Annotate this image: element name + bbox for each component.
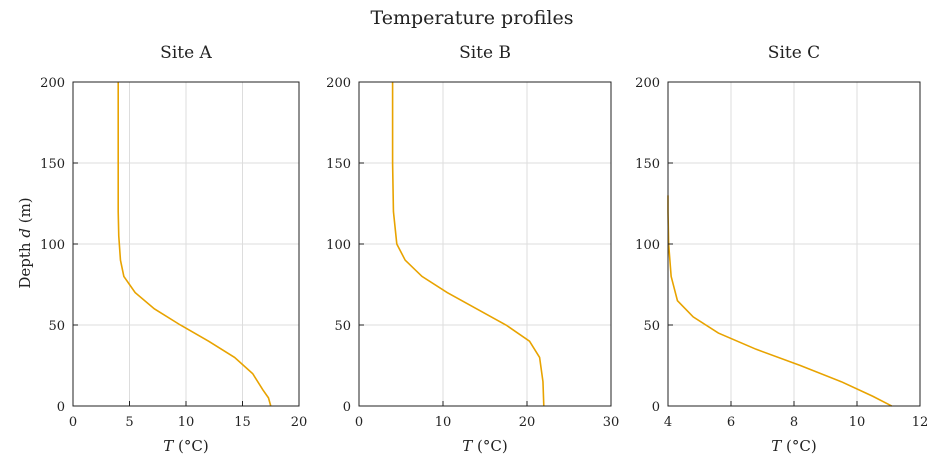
- site-a-ytick-label-3: 150: [40, 157, 65, 172]
- site-b-title: Site B: [459, 43, 511, 63]
- site-c-title: Site C: [768, 43, 820, 63]
- site-a-title: Site A: [160, 43, 212, 63]
- site-c-xtick-label-4: 12: [912, 415, 929, 430]
- site-c-ytick-label-0: 0: [652, 400, 660, 415]
- site-a-x-axis-label-variable: T: [163, 437, 174, 455]
- site-b-x-axis-label: T (°C): [462, 437, 507, 455]
- site-c-ytick-label-1: 50: [643, 319, 660, 334]
- site-c-ytick-label-4: 200: [635, 76, 660, 91]
- site-c-xtick-label-0: 4: [664, 415, 672, 430]
- site-c-xtick-label-3: 10: [849, 415, 866, 430]
- site-a-x-axis-label: T (°C): [163, 437, 208, 455]
- site-a-x-axis-label-unit: (°C): [173, 437, 208, 455]
- site-c-x-axis-label-variable: T: [771, 437, 782, 455]
- site-c-temperature-line-0: [667, 195, 893, 407]
- site-b-x-axis-label-unit: (°C): [472, 437, 507, 455]
- site-c-ytick-label-2: 100: [635, 238, 660, 253]
- site-a-xtick-label-1: 5: [125, 415, 133, 430]
- panel-site-c: 4 6 8 10 12 0 50 100 150 200 Site C T (°C): [635, 43, 928, 455]
- site-a-xtick-label-3: 15: [234, 415, 251, 430]
- site-c-x-axis-label-unit: (°C): [781, 437, 816, 455]
- site-a-ytick-label-0: 0: [57, 400, 65, 415]
- y-axis-label-unit: (m): [16, 197, 34, 223]
- site-b-ytick-label-1: 50: [334, 319, 351, 334]
- y-axis-label-variable: d: [16, 228, 34, 238]
- y-axis-label-prefix: Depth: [16, 242, 34, 289]
- site-b-xtick-label-1: 10: [435, 415, 452, 430]
- site-b-ytick-label-3: 150: [326, 157, 351, 172]
- site-b-xtick-label-0: 0: [355, 415, 363, 430]
- site-b-xtick-label-2: 20: [519, 415, 536, 430]
- site-c-xtick-label-1: 6: [727, 415, 735, 430]
- site-b-ytick-label-2: 100: [326, 238, 351, 253]
- site-b-x-axis-label-variable: T: [462, 437, 473, 455]
- site-a-ytick-label-1: 50: [48, 319, 65, 334]
- site-b-temperature-line-0: [391, 82, 545, 407]
- site-c-ytick-label-3: 150: [635, 157, 660, 172]
- site-a-temperature-line-0: [117, 82, 272, 407]
- site-b-xtick-label-3: 30: [603, 415, 620, 430]
- figure-title: Temperature profiles: [371, 7, 574, 29]
- site-a-xtick-label-4: 20: [291, 415, 308, 430]
- panel-site-b: 0 10 20 30 0 50 100 150 200 Site B T (°C): [326, 43, 619, 455]
- site-c-xtick-label-2: 8: [790, 415, 798, 430]
- site-c-x-axis-label: T (°C): [771, 437, 816, 455]
- site-b-ytick-label-0: 0: [343, 400, 351, 415]
- y-axis-label: Depth d (m): [16, 197, 34, 288]
- site-b-ytick-label-4: 200: [326, 76, 351, 91]
- site-a-ytick-label-4: 200: [40, 76, 65, 91]
- site-a-ytick-label-2: 100: [40, 238, 65, 253]
- site-a-xtick-label-0: 0: [69, 415, 77, 430]
- site-a-xtick-label-2: 10: [178, 415, 195, 430]
